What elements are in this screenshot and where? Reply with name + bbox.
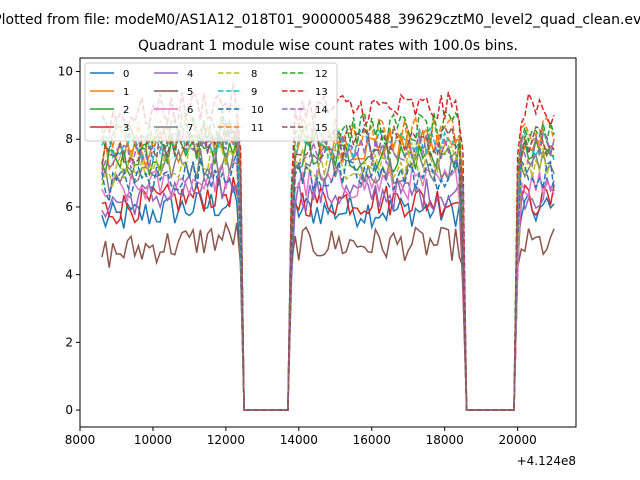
- legend-label-7: 7: [187, 123, 193, 134]
- series-line-9: [101, 119, 555, 411]
- x-tick-label: 16000: [353, 433, 391, 447]
- legend-label-5: 5: [187, 87, 193, 98]
- series-line-2: [101, 133, 555, 411]
- legend-label-15: 15: [315, 123, 328, 134]
- figure-suptitle: Plotted from file: modeM0/AS1A12_018T01_…: [0, 12, 640, 28]
- legend-label-13: 13: [315, 87, 328, 98]
- x-tick-label: 10000: [134, 433, 172, 447]
- y-tick-label: 0: [65, 403, 73, 417]
- series-line-0: [101, 185, 555, 411]
- legend-label-1: 1: [123, 87, 129, 98]
- x-axis: 8000 10000 12000 14000 16000 18000 20000: [65, 427, 537, 447]
- legend-label-12: 12: [315, 69, 328, 80]
- y-tick-label: 6: [65, 200, 73, 214]
- y-axis: 0 2 4 6 8 10: [58, 65, 80, 417]
- x-tick-label: 8000: [65, 433, 96, 447]
- y-tick-label: 2: [65, 335, 73, 349]
- x-tick-label: 18000: [426, 433, 464, 447]
- chart-title: Quadrant 1 module wise count rates with …: [138, 38, 518, 54]
- legend-label-2: 2: [123, 105, 129, 116]
- legend-label-3: 3: [123, 123, 129, 134]
- legend-label-6: 6: [187, 105, 193, 116]
- x-offset-label: +4.124e8: [517, 454, 576, 468]
- series-line-5: [101, 221, 555, 411]
- legend-label-10: 10: [251, 105, 264, 116]
- legend-label-4: 4: [187, 69, 193, 80]
- legend-label-14: 14: [315, 105, 328, 116]
- axes-frame: [79, 57, 577, 428]
- x-tick-label: 14000: [280, 433, 318, 447]
- series-line-11: [101, 114, 555, 411]
- legend-label-0: 0: [123, 69, 129, 80]
- x-tick-label: 12000: [207, 433, 245, 447]
- y-tick-label: 4: [65, 268, 73, 282]
- y-tick-label: 8: [65, 132, 73, 146]
- x-tick-label: 20000: [499, 433, 537, 447]
- legend-frame: [84, 62, 338, 142]
- legend-label-11: 11: [251, 123, 264, 134]
- y-tick-label: 10: [58, 65, 73, 79]
- legend-label-8: 8: [251, 69, 257, 80]
- legend-label-9: 9: [251, 87, 257, 98]
